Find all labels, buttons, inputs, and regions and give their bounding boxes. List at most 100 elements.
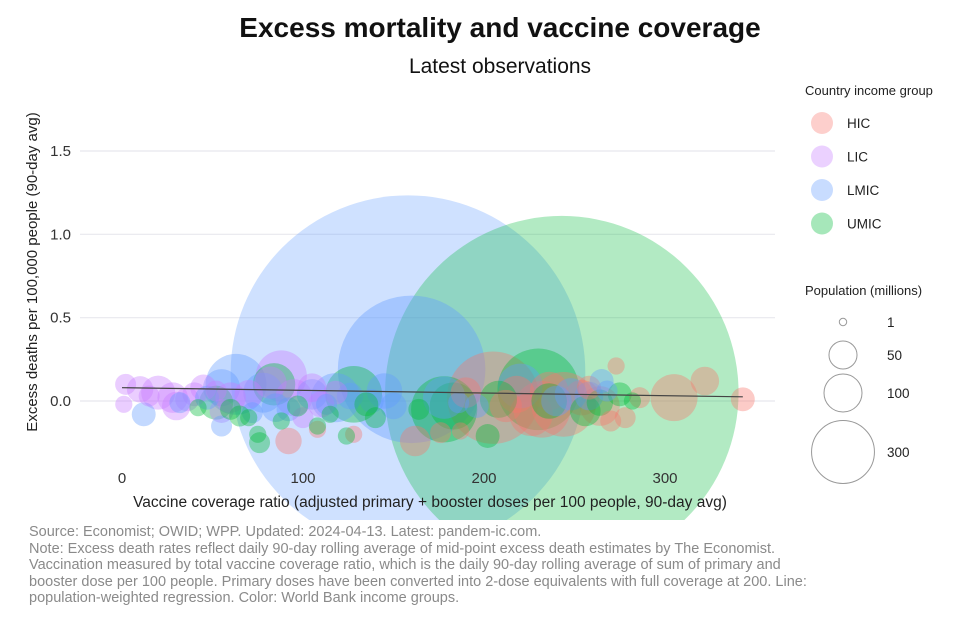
bubble-hic: [607, 357, 625, 375]
size-legend-label: 300: [887, 445, 910, 460]
y-tick-label: 1.5: [50, 143, 71, 160]
regression-line: [121, 387, 743, 398]
regression-line-layer: [121, 387, 743, 398]
size-legend: 1 50 100 300: [811, 315, 910, 484]
size-legend-label: 1: [887, 315, 895, 330]
bubble-hic: [650, 374, 698, 422]
bubble-umic: [189, 399, 207, 417]
bubble-umic: [607, 382, 632, 407]
bubble-lic: [209, 399, 234, 423]
bubble-lmic: [541, 385, 572, 417]
size-legend-circle: [811, 420, 875, 484]
bubble-umic: [287, 395, 309, 417]
bubble-umic: [354, 392, 379, 417]
bubble-lic: [141, 375, 176, 410]
note-line-2: Vaccination measured by total vaccine co…: [29, 557, 781, 573]
bubble-umic: [586, 389, 614, 416]
x-tick-label: 200: [471, 470, 496, 487]
bubble-lic: [307, 391, 335, 418]
y-axis-label: Excess deaths per 100,000 people (90-day…: [24, 112, 41, 431]
bubble-lic: [234, 380, 263, 409]
bubble-lmic: [169, 392, 191, 414]
bubble-lmic: [448, 392, 470, 414]
bubble-lmic: [241, 402, 263, 424]
bubble-lic: [190, 374, 217, 401]
y-tick-label: 1.0: [50, 226, 71, 243]
y-axis-ticks: 0.0 0.5 1.0 1.5: [50, 143, 71, 410]
bubble-lic: [205, 380, 227, 402]
bubble-hic: [446, 351, 540, 444]
bubble-hic: [563, 379, 600, 416]
bubble-umic: [252, 363, 296, 406]
bubble-umic: [337, 427, 356, 445]
bubble-hic: [308, 420, 327, 438]
bubble-hic: [430, 422, 452, 444]
chart-subtitle: Latest observations: [408, 55, 592, 78]
bubble-lic: [215, 382, 246, 413]
bubble-umic: [429, 382, 477, 430]
bubble-lmic: [336, 382, 364, 410]
bubble-umic: [249, 425, 267, 443]
bubble-hic: [399, 425, 431, 457]
bubble-lmic: [589, 369, 614, 393]
x-tick-label: 100: [290, 470, 315, 487]
bubble-lmic: [243, 372, 284, 413]
bubble-lmic: [205, 353, 267, 415]
legend-swatch-lmic: [811, 179, 833, 201]
bubble-hic: [600, 410, 622, 432]
bubble-lmic: [203, 369, 241, 407]
bubble-lic: [115, 373, 137, 395]
x-tick-label: 0: [118, 470, 126, 487]
bubble-lic: [292, 407, 314, 429]
bubble-hic: [489, 389, 522, 423]
source-note: Source: Economist; OWID; WPP. Updated: 2…: [29, 524, 542, 540]
bubble-umic: [385, 215, 739, 520]
bubble-umic: [325, 365, 383, 423]
bubble-hic: [345, 425, 363, 443]
chart-title: Excess mortality and vaccine coverage: [239, 12, 761, 43]
legend-swatch-hic: [811, 112, 833, 134]
bubble-lmic: [422, 376, 466, 419]
bubble-hic: [513, 380, 571, 438]
note-line-1: Note: Excess death rates reflect daily 9…: [29, 540, 776, 557]
bubble-hic: [509, 392, 553, 437]
bubble-hic: [579, 386, 620, 426]
bubble-lmic: [230, 195, 586, 520]
size-legend-circle: [823, 373, 863, 413]
bubble-umic: [364, 407, 386, 429]
bubble-hic: [529, 371, 569, 411]
y-tick-label: 0.5: [50, 310, 71, 327]
bubble-lic: [126, 376, 154, 403]
bubble-lmic: [296, 379, 328, 410]
bubble-umic: [240, 409, 258, 427]
bubble-lmic: [380, 392, 407, 420]
bubble-lic: [255, 350, 307, 402]
bubble-umic: [570, 395, 601, 427]
bubble-lmic: [131, 402, 156, 427]
bubble-umic: [408, 398, 430, 420]
bubble-lmic: [574, 381, 604, 411]
size-legend-circle: [828, 340, 858, 370]
bubble-umic: [531, 383, 567, 419]
bubble-hic: [614, 407, 636, 429]
bubble-lic: [297, 373, 327, 402]
bubble-umic: [308, 417, 327, 435]
bubble-lmic: [359, 389, 384, 413]
size-legend-label: 100: [887, 386, 910, 401]
bubble-lic: [323, 380, 348, 405]
bubble-hic: [577, 375, 601, 400]
color-legend-title: Country income group: [805, 83, 933, 98]
size-legend-circle: [838, 317, 848, 327]
bubble-hic: [690, 366, 720, 396]
bubble-hic: [275, 427, 302, 455]
y-tick-label: 0.0: [50, 393, 71, 410]
legend-label-lmic: LMIC: [847, 183, 880, 198]
bubble-lmic: [316, 393, 338, 415]
bubble-hic: [730, 387, 755, 412]
note-line-3: booster dose per 100 people. Primary dos…: [29, 573, 807, 590]
legend-label-hic: HIC: [847, 116, 871, 131]
bubble-hic: [531, 371, 596, 437]
x-axis-ticks: 0 100 200 300: [118, 470, 678, 487]
bubble-umic: [497, 348, 580, 431]
grid-lines: [80, 150, 775, 402]
